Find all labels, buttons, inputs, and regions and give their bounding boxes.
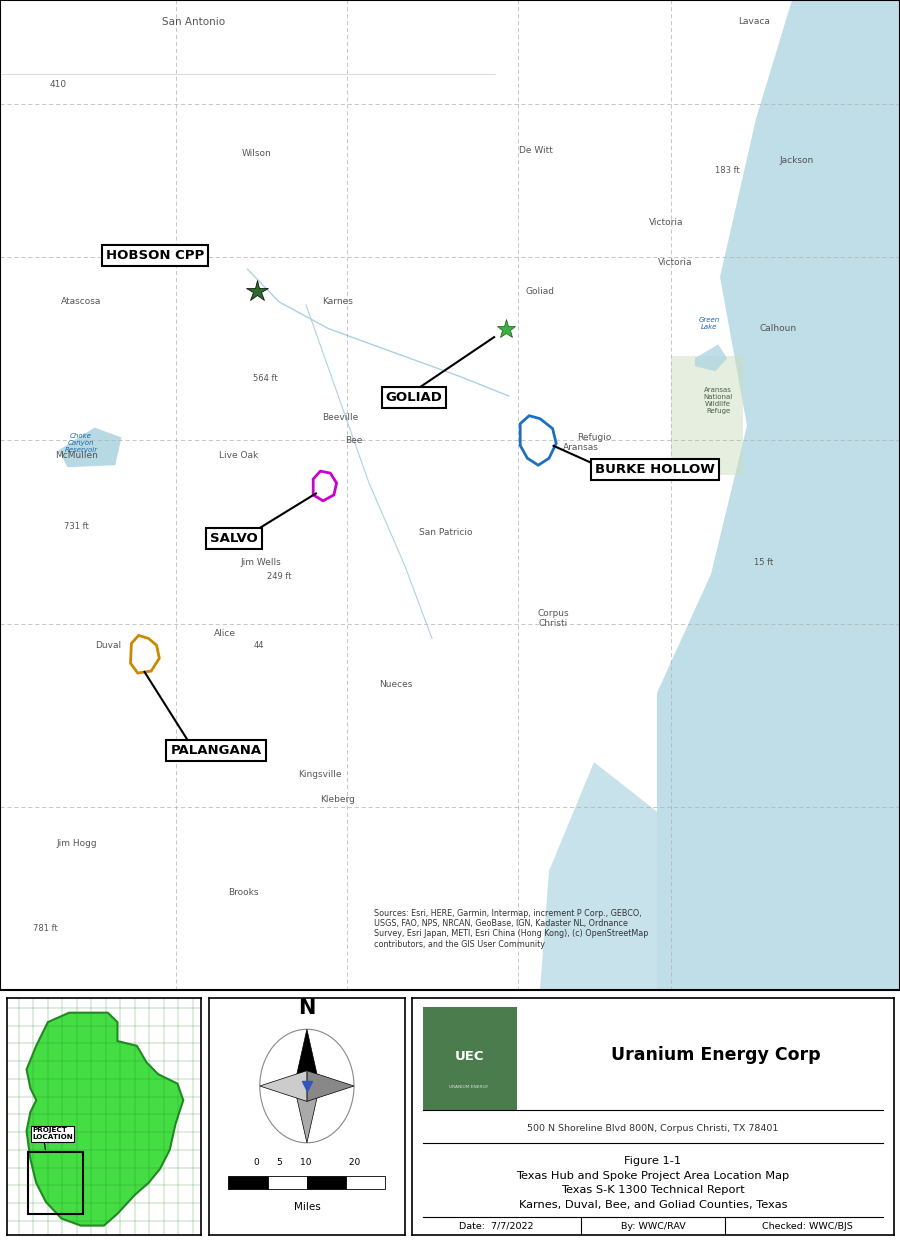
Text: 781 ft: 781 ft bbox=[32, 924, 58, 933]
Text: Jim Hogg: Jim Hogg bbox=[56, 839, 97, 848]
Text: De Witt: De Witt bbox=[518, 146, 553, 154]
Text: GOLIAD: GOLIAD bbox=[385, 391, 443, 405]
Polygon shape bbox=[657, 0, 900, 990]
Text: Kingsville: Kingsville bbox=[298, 769, 341, 778]
Text: Calhoun: Calhoun bbox=[760, 324, 797, 334]
Text: 15 ft: 15 ft bbox=[753, 558, 773, 566]
Polygon shape bbox=[695, 345, 727, 371]
Text: 564 ft: 564 ft bbox=[253, 374, 278, 382]
Text: Brooks: Brooks bbox=[228, 888, 258, 898]
Text: PALANGANA: PALANGANA bbox=[170, 743, 262, 757]
Text: SALVO: SALVO bbox=[210, 532, 258, 545]
Text: Jim Wells: Jim Wells bbox=[240, 558, 282, 566]
Text: N: N bbox=[298, 998, 316, 1018]
Text: Victoria: Victoria bbox=[649, 218, 683, 227]
Polygon shape bbox=[540, 762, 657, 990]
FancyBboxPatch shape bbox=[423, 1007, 517, 1109]
Polygon shape bbox=[58, 427, 122, 467]
Text: Kleberg: Kleberg bbox=[320, 796, 355, 804]
Text: Atascosa: Atascosa bbox=[61, 298, 101, 306]
Text: San Antonio: San Antonio bbox=[162, 16, 225, 27]
Text: San Patricio: San Patricio bbox=[418, 528, 472, 537]
Text: HOBSON CPP: HOBSON CPP bbox=[105, 249, 204, 261]
Text: 44: 44 bbox=[254, 641, 265, 650]
Text: Aransas: Aransas bbox=[562, 443, 598, 452]
FancyBboxPatch shape bbox=[307, 1175, 346, 1189]
Text: Nueces: Nueces bbox=[379, 681, 413, 690]
Text: Live Oak: Live Oak bbox=[219, 451, 258, 459]
Text: Jackson: Jackson bbox=[779, 156, 814, 164]
Text: Uranium Energy Corp: Uranium Energy Corp bbox=[611, 1046, 821, 1064]
Text: Bee: Bee bbox=[345, 436, 363, 444]
Text: McMullen: McMullen bbox=[55, 451, 98, 459]
FancyBboxPatch shape bbox=[229, 1175, 267, 1189]
Text: Wilson: Wilson bbox=[241, 149, 272, 158]
Text: Miles: Miles bbox=[293, 1201, 320, 1211]
Text: Alice: Alice bbox=[214, 629, 236, 637]
Text: 731 ft: 731 ft bbox=[64, 522, 89, 532]
Text: Lavaca: Lavaca bbox=[738, 17, 770, 26]
Text: Date:  7/7/2022: Date: 7/7/2022 bbox=[459, 1221, 534, 1230]
FancyBboxPatch shape bbox=[346, 1175, 385, 1189]
Text: 0      5      10             20: 0 5 10 20 bbox=[254, 1158, 360, 1168]
Text: Duval: Duval bbox=[94, 641, 122, 650]
Text: 500 N Shoreline Blvd 800N, Corpus Christi, TX 78401: 500 N Shoreline Blvd 800N, Corpus Christ… bbox=[527, 1124, 778, 1133]
Text: UEC: UEC bbox=[454, 1050, 484, 1063]
Text: 410: 410 bbox=[50, 80, 68, 88]
Polygon shape bbox=[294, 1086, 320, 1143]
Text: Checked: WWC/BJS: Checked: WWC/BJS bbox=[761, 1221, 852, 1230]
Text: PROJECT
LOCATION: PROJECT LOCATION bbox=[32, 1128, 73, 1140]
Text: By: WWC/RAV: By: WWC/RAV bbox=[621, 1221, 685, 1230]
Text: 183 ft: 183 ft bbox=[715, 166, 740, 174]
Text: URANIUM ENERGY: URANIUM ENERGY bbox=[449, 1086, 489, 1089]
Polygon shape bbox=[670, 356, 742, 476]
Text: Sources: Esri, HERE, Garmin, Intermap, increment P Corp., GEBCO,
USGS, FAO, NPS,: Sources: Esri, HERE, Garmin, Intermap, i… bbox=[374, 909, 648, 949]
Text: Green
Lake: Green Lake bbox=[698, 316, 720, 330]
Text: Figure 1-1
Texas Hub and Spoke Project Area Location Map
Texas S-K 1300 Technica: Figure 1-1 Texas Hub and Spoke Project A… bbox=[517, 1155, 789, 1210]
Text: Goliad: Goliad bbox=[526, 288, 554, 296]
Text: Choke
Canyon
Reservoir: Choke Canyon Reservoir bbox=[65, 433, 97, 453]
Text: Beeville: Beeville bbox=[322, 413, 358, 422]
Text: 249 ft: 249 ft bbox=[266, 571, 292, 580]
Text: BURKE HOLLOW: BURKE HOLLOW bbox=[595, 463, 716, 476]
Text: Refugio: Refugio bbox=[577, 433, 611, 442]
FancyBboxPatch shape bbox=[267, 1175, 307, 1189]
Polygon shape bbox=[27, 1012, 184, 1225]
Text: Victoria: Victoria bbox=[658, 258, 692, 266]
Text: Corpus
Christi: Corpus Christi bbox=[537, 609, 570, 629]
Polygon shape bbox=[307, 1071, 354, 1102]
Text: Karnes: Karnes bbox=[322, 298, 353, 306]
Polygon shape bbox=[260, 1071, 307, 1102]
Text: Aransas
National
Wildlife
Refuge: Aransas National Wildlife Refuge bbox=[704, 387, 733, 415]
Polygon shape bbox=[294, 1030, 320, 1086]
